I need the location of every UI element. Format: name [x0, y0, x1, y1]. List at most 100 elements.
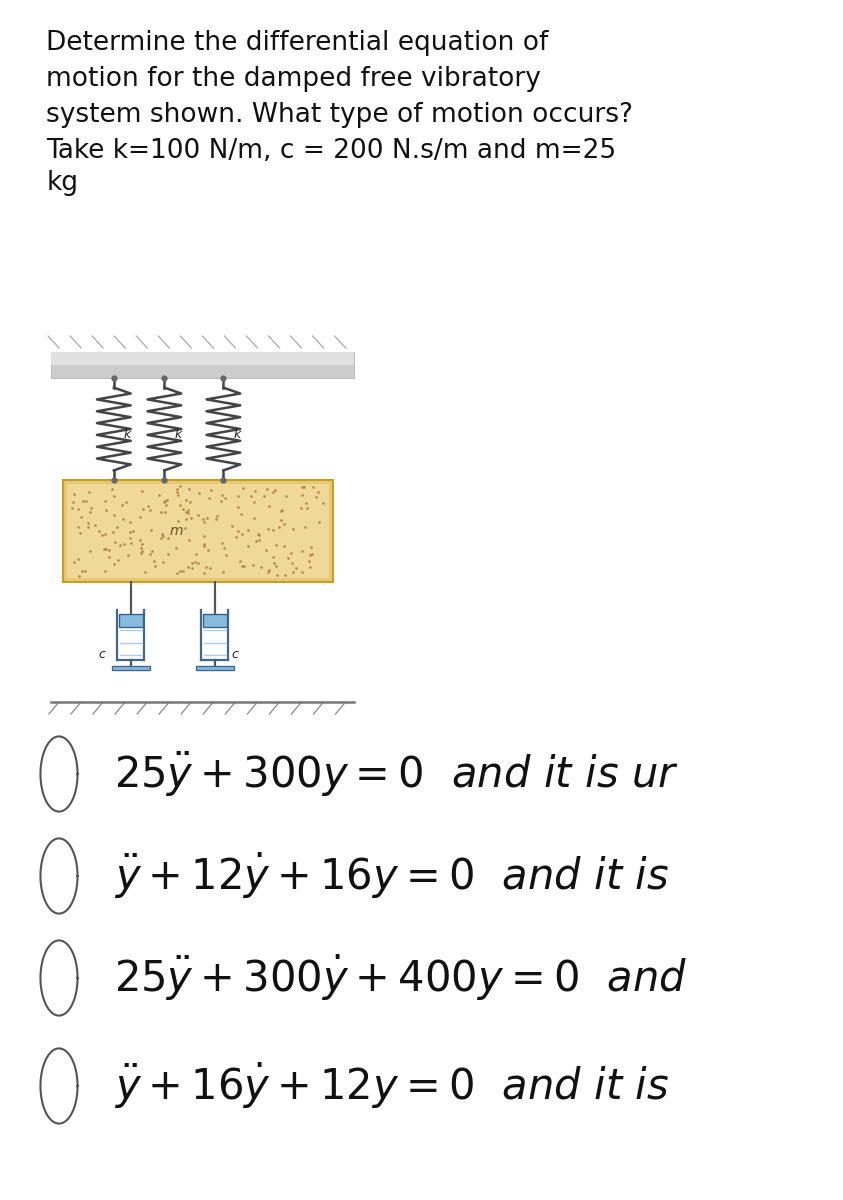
Point: [271, 566, 284, 586]
Text: $\ddot{y} + 16\dot{y} + 12y = 0\ \ and\ it\ is$: $\ddot{y} + 16\dot{y} + 12y = 0\ \ and\ …: [114, 1061, 669, 1111]
Point: [179, 503, 192, 522]
Point: [257, 486, 271, 505]
Point: [287, 562, 300, 581]
Point: [106, 523, 120, 542]
Text: $25\ddot{y} + 300y = 0\ \ and\ it\ is\ ur$: $25\ddot{y} + 300y = 0\ \ and\ it\ is\ u…: [114, 749, 679, 799]
Bar: [112, 666, 149, 671]
Point: [99, 500, 112, 520]
Point: [238, 556, 251, 575]
Bar: [196, 666, 234, 671]
Point: [316, 493, 330, 512]
Point: [171, 511, 185, 530]
Point: [78, 562, 92, 581]
Point: [241, 536, 255, 556]
Point: [67, 492, 80, 511]
Point: [241, 521, 255, 540]
Point: [123, 512, 137, 532]
Point: [108, 533, 121, 552]
Point: [289, 558, 303, 577]
Point: [189, 545, 202, 564]
Point: [196, 509, 210, 528]
Point: [298, 478, 311, 497]
Point: [89, 516, 102, 535]
Point: [170, 482, 184, 502]
Point: [169, 539, 183, 558]
Point: [279, 565, 293, 584]
Point: [185, 509, 198, 528]
Point: [158, 491, 172, 510]
Text: $\ddot{y} + 12\dot{y} + 16y = 0\ \ and\ it\ is$: $\ddot{y} + 12\dot{y} + 16y = 0\ \ and\ …: [114, 851, 669, 901]
Point: [217, 562, 230, 581]
Point: [176, 562, 190, 581]
Point: [79, 491, 93, 510]
Point: [201, 540, 215, 559]
Point: [295, 563, 309, 582]
Point: [244, 486, 258, 505]
Point: [261, 520, 275, 539]
Point: [252, 526, 266, 545]
Point: [83, 482, 96, 502]
Point: [83, 541, 96, 560]
Point: [133, 508, 147, 527]
Point: [99, 492, 112, 511]
Point: [121, 545, 135, 564]
Point: [110, 551, 124, 570]
Point: [303, 545, 316, 564]
Text: k: k: [124, 428, 132, 442]
Point: [65, 498, 78, 517]
Point: [148, 557, 162, 576]
Point: [232, 521, 245, 540]
Point: [152, 486, 165, 505]
Point: [197, 534, 211, 553]
Point: [304, 536, 318, 556]
Point: [92, 521, 105, 540]
Point: [98, 562, 111, 581]
Point: [182, 530, 196, 550]
Point: [197, 512, 211, 532]
Point: [218, 488, 232, 508]
Point: [72, 566, 86, 586]
Point: [303, 552, 316, 571]
Point: [183, 493, 196, 512]
Point: [176, 499, 190, 518]
Point: [135, 541, 148, 560]
Point: [277, 536, 291, 556]
Point: [312, 512, 325, 532]
Point: [246, 556, 260, 575]
Point: [234, 505, 248, 524]
Bar: [51, 352, 354, 378]
Point: [161, 491, 175, 510]
Point: [169, 563, 183, 582]
Point: [287, 520, 300, 539]
Point: [115, 496, 128, 515]
Text: c: c: [99, 648, 105, 660]
Point: [263, 497, 277, 516]
Point: [143, 500, 157, 520]
Point: [235, 557, 249, 576]
Point: [262, 560, 276, 580]
Text: motion for the damped free vibratory: motion for the damped free vibratory: [46, 66, 541, 92]
Point: [303, 558, 317, 577]
Point: [233, 552, 246, 571]
Point: [154, 503, 168, 522]
Point: [274, 510, 287, 529]
Point: [180, 509, 193, 528]
Bar: [51, 352, 354, 365]
Point: [192, 482, 206, 502]
Point: [277, 514, 290, 533]
Text: c: c: [232, 648, 239, 660]
Point: [298, 517, 312, 536]
Point: [217, 539, 230, 558]
Point: [286, 553, 299, 572]
Point: [299, 493, 313, 512]
Point: [181, 504, 195, 523]
Point: [73, 523, 87, 542]
Point: [247, 492, 260, 511]
Point: [99, 524, 112, 544]
Point: [182, 479, 196, 498]
Point: [237, 479, 250, 498]
Point: [266, 521, 280, 540]
Point: [135, 534, 148, 553]
Point: [295, 541, 309, 560]
Point: [214, 492, 228, 511]
